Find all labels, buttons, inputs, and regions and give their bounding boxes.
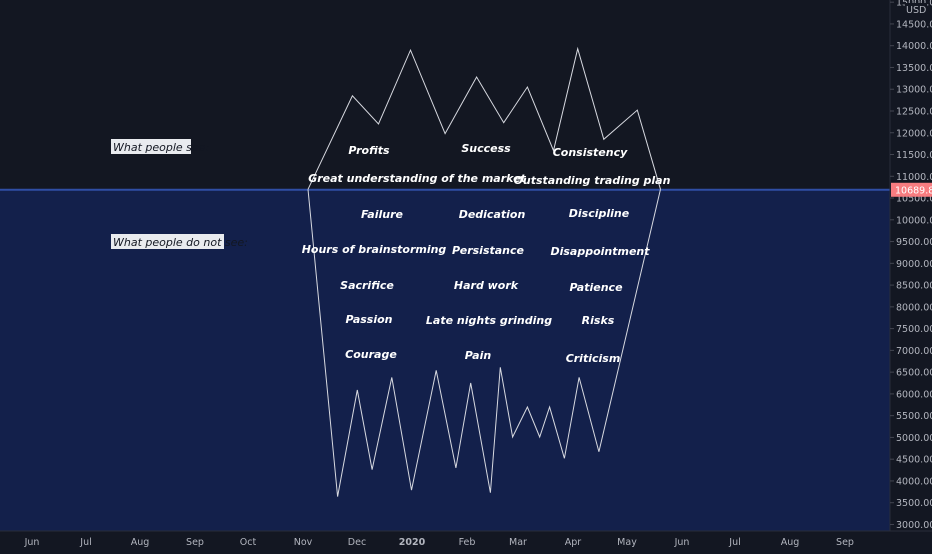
y-tick-label: 10000.00 [896,215,932,226]
x-tick-label: Oct [240,537,257,548]
y-tick-label: 7000.00 [896,346,932,357]
hidden-word: Sacrifice [340,279,394,292]
y-tick-label: 14500.00 [896,19,932,30]
hidden-word: Pain [465,349,492,362]
x-tick-label: Sep [186,537,204,548]
visible-word: Profits [348,144,390,157]
x-tick-label: Apr [565,537,582,548]
y-tick-label: 12000.00 [896,128,932,139]
y-tick-label: 8500.00 [896,281,932,292]
y-tick-label: 13000.00 [896,85,932,96]
y-tick-label: 3500.00 [896,498,932,509]
y-tick-label: 4000.00 [896,476,932,487]
x-tick-label: Dec [348,537,366,548]
hidden-word: Late nights grinding [426,314,552,327]
y-tick-label: 12500.00 [896,106,932,117]
y-tick-label: 4500.00 [896,455,932,466]
hidden-word: Criticism [566,352,621,365]
y-tick-label: 6500.00 [896,368,932,379]
hidden-word: Hard work [454,279,519,292]
price-tag-label: 10689.81 [895,185,932,196]
y-tick-label: 5500.00 [896,411,932,422]
y-tick-label: 6000.00 [896,389,932,400]
x-tick-label: Nov [294,537,313,548]
y-tick-label: 8000.00 [896,302,932,313]
x-tick-label: Aug [781,537,800,548]
y-tick-label: 11000.00 [896,172,932,183]
visible-word: Success [461,142,511,155]
what-people-see-label: What people see: [113,141,209,154]
hidden-word: Persistance [452,244,525,257]
hidden-word: Passion [345,313,392,326]
visible-word: Great understanding of the market [308,172,526,185]
x-tick-label: Jul [79,537,91,548]
hidden-word: Courage [345,348,397,361]
x-tick-label: Jun [674,537,690,548]
x-tick-label: Aug [131,537,150,548]
x-tick-label: Jul [728,537,740,548]
y-tick-label: 11500.00 [896,150,932,161]
hidden-word: Risks [582,314,615,327]
x-tick-label: Jun [24,537,40,548]
y-tick-label: 3000.00 [896,520,932,531]
y-tick-label: 14000.00 [896,41,932,52]
hidden-word: Failure [361,208,403,221]
hidden-word: Patience [569,281,623,294]
y-tick-label: 13500.00 [896,63,932,74]
currency-label: USD [906,5,926,16]
x-tick-label: 2020 [399,537,426,548]
what-people-do-not-see-label: What people do not see: [113,236,248,249]
visible-word: Outstanding trading plan [514,174,671,187]
x-tick-label: Mar [509,537,527,548]
y-tick-label: 5000.00 [896,433,932,444]
hidden-word: Discipline [569,207,630,220]
hidden-word: Disappointment [550,245,650,258]
y-tick-label: 7500.00 [896,324,932,335]
x-tick-label: Sep [836,537,854,548]
hidden-word: Hours of brainstorming [302,243,447,256]
y-tick-label: 9500.00 [896,237,932,248]
y-tick-label: 9000.00 [896,259,932,270]
x-tick-label: May [617,537,637,548]
hidden-word: Dedication [459,208,526,221]
x-tick-label: Feb [459,537,476,548]
visible-word: Consistency [553,146,628,159]
